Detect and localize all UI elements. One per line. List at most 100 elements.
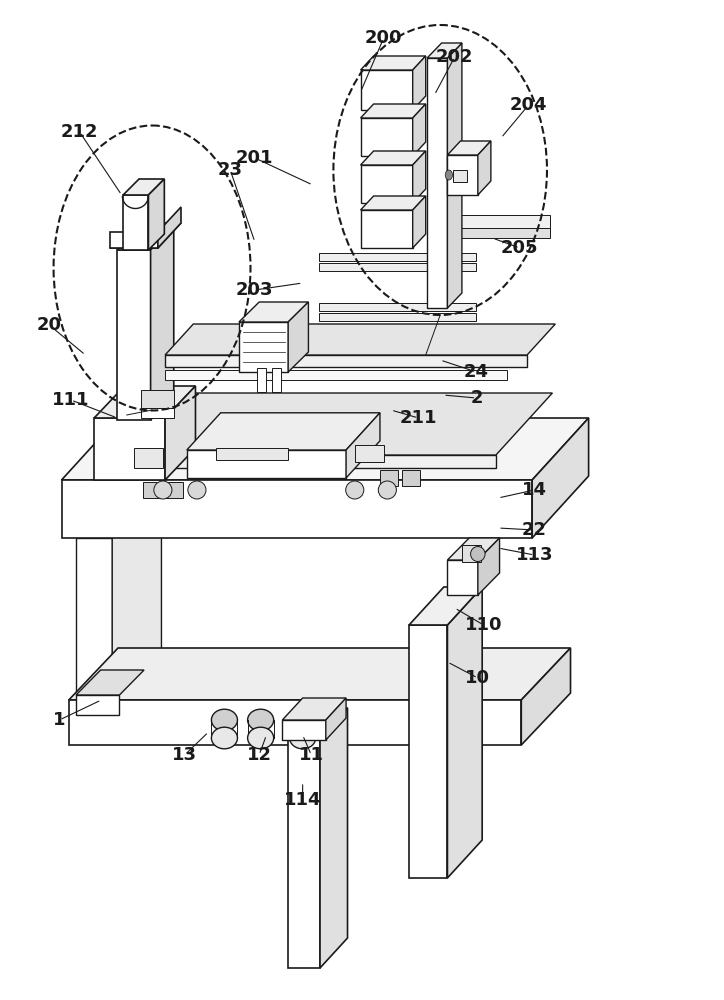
Polygon shape	[127, 455, 496, 468]
Polygon shape	[427, 43, 462, 58]
Polygon shape	[447, 560, 478, 595]
Polygon shape	[380, 470, 398, 486]
Polygon shape	[94, 418, 165, 480]
Text: 204: 204	[510, 96, 547, 114]
Ellipse shape	[345, 481, 363, 499]
Ellipse shape	[471, 546, 485, 562]
Polygon shape	[187, 450, 346, 478]
Polygon shape	[110, 223, 181, 248]
Polygon shape	[151, 225, 174, 420]
Polygon shape	[478, 538, 500, 595]
Text: 1: 1	[53, 711, 66, 729]
Polygon shape	[409, 625, 447, 878]
Polygon shape	[532, 418, 589, 538]
Polygon shape	[326, 698, 346, 740]
Polygon shape	[127, 393, 552, 455]
Text: 20: 20	[37, 316, 62, 334]
Polygon shape	[447, 587, 482, 878]
Polygon shape	[447, 141, 491, 155]
Polygon shape	[361, 70, 413, 110]
Polygon shape	[110, 232, 158, 248]
Polygon shape	[158, 207, 181, 248]
Text: 203: 203	[236, 281, 274, 299]
Polygon shape	[462, 545, 481, 562]
Polygon shape	[123, 179, 164, 195]
Polygon shape	[447, 43, 462, 308]
Polygon shape	[320, 708, 348, 968]
Polygon shape	[165, 482, 183, 498]
Text: 110: 110	[465, 616, 502, 634]
Polygon shape	[409, 587, 482, 625]
Polygon shape	[69, 648, 571, 700]
Text: 202: 202	[436, 48, 473, 66]
Polygon shape	[413, 104, 426, 156]
Polygon shape	[355, 445, 384, 462]
Text: 205: 205	[501, 239, 539, 257]
Ellipse shape	[378, 481, 397, 499]
Polygon shape	[272, 368, 281, 392]
Polygon shape	[319, 303, 476, 311]
Polygon shape	[319, 313, 476, 321]
Polygon shape	[117, 225, 174, 250]
Polygon shape	[447, 228, 550, 238]
Polygon shape	[62, 418, 589, 480]
Polygon shape	[447, 538, 500, 560]
Polygon shape	[134, 448, 163, 468]
Text: 11: 11	[299, 746, 324, 764]
Polygon shape	[521, 648, 571, 745]
Polygon shape	[112, 488, 161, 700]
Polygon shape	[447, 155, 478, 195]
Text: 2: 2	[470, 389, 483, 407]
Polygon shape	[76, 538, 112, 700]
Polygon shape	[187, 413, 380, 450]
Ellipse shape	[211, 709, 237, 731]
Ellipse shape	[290, 709, 316, 731]
Ellipse shape	[445, 170, 452, 180]
Polygon shape	[427, 58, 447, 308]
Polygon shape	[239, 322, 288, 372]
Polygon shape	[452, 170, 467, 182]
Polygon shape	[282, 720, 326, 740]
Polygon shape	[413, 196, 426, 248]
Polygon shape	[216, 448, 288, 460]
Ellipse shape	[153, 481, 172, 499]
Polygon shape	[69, 700, 521, 745]
Ellipse shape	[188, 481, 206, 499]
Polygon shape	[141, 408, 174, 418]
Polygon shape	[361, 196, 426, 210]
Polygon shape	[346, 413, 380, 478]
Polygon shape	[141, 390, 174, 408]
Polygon shape	[319, 253, 476, 261]
Text: 12: 12	[247, 746, 272, 764]
Polygon shape	[413, 151, 426, 203]
Text: 13: 13	[172, 746, 197, 764]
Text: 22: 22	[522, 521, 547, 539]
Text: 113: 113	[515, 546, 553, 564]
Polygon shape	[76, 695, 119, 715]
Polygon shape	[288, 708, 348, 738]
Polygon shape	[288, 738, 320, 968]
Polygon shape	[165, 355, 527, 367]
Polygon shape	[413, 56, 426, 110]
Polygon shape	[94, 386, 195, 418]
Text: 24: 24	[464, 363, 489, 381]
Text: 211: 211	[400, 409, 437, 427]
Polygon shape	[361, 56, 426, 70]
Text: 23: 23	[218, 161, 243, 179]
Polygon shape	[117, 250, 151, 420]
Polygon shape	[478, 141, 491, 195]
Polygon shape	[361, 104, 426, 118]
Polygon shape	[165, 324, 555, 355]
Polygon shape	[143, 482, 161, 498]
Polygon shape	[361, 210, 413, 248]
Text: 114: 114	[284, 791, 321, 809]
Polygon shape	[288, 302, 308, 372]
Ellipse shape	[290, 727, 316, 749]
Polygon shape	[239, 302, 308, 322]
Ellipse shape	[211, 727, 237, 749]
Polygon shape	[165, 370, 507, 380]
Polygon shape	[257, 368, 266, 392]
Polygon shape	[62, 480, 532, 538]
Polygon shape	[76, 670, 144, 695]
Polygon shape	[361, 165, 413, 203]
